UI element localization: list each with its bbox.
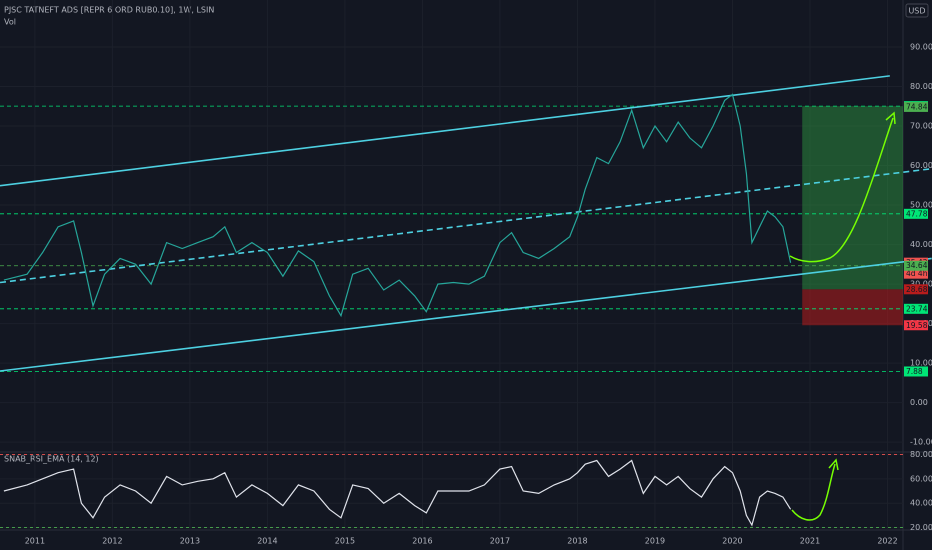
y-tick-label: 0.00 <box>910 398 928 407</box>
x-tick-label: 2014 <box>257 537 277 546</box>
currency-box[interactable] <box>905 3 929 18</box>
x-tick-label: 2019 <box>645 537 665 546</box>
y-tick-label: 70.00 <box>910 122 932 131</box>
level-label-bg <box>904 284 928 295</box>
y-tick-label: 80.00 <box>910 450 932 459</box>
x-tick-label: 2013 <box>180 537 200 546</box>
trend-line <box>0 75 890 187</box>
x-tick-label: 2012 <box>102 537 122 546</box>
x-tick-label: 2011 <box>25 537 45 546</box>
y-tick-label: 60.00 <box>910 474 932 483</box>
level-label: 74.84 <box>906 102 928 111</box>
countdown: 4d 4h <box>906 269 928 278</box>
x-tick-label: 2021 <box>800 537 820 546</box>
x-tick-label: 2018 <box>567 537 587 546</box>
loss-zone <box>802 289 903 326</box>
level-label-bg <box>904 320 928 331</box>
x-tick-label: 2015 <box>335 537 355 546</box>
volume-label: Vol <box>4 18 16 27</box>
x-tick-label: 2016 <box>412 537 432 546</box>
level-label-bg <box>904 101 928 112</box>
y-tick-label: 30.00 <box>910 280 932 289</box>
level-label: 28.68 <box>906 285 928 294</box>
y-tick-label: 40.00 <box>910 499 932 508</box>
x-tick-label: 2022 <box>877 537 897 546</box>
price-line <box>3 93 792 318</box>
arrow-head <box>885 111 896 125</box>
arrow-head <box>828 458 839 471</box>
indicator-title: SNAB_RSI_EMA (14, 12) <box>4 455 99 464</box>
level-label: 23.74 <box>906 304 928 313</box>
x-tick-label: 2017 <box>490 537 510 546</box>
trend-line <box>0 257 932 372</box>
level-label: 34.64 <box>906 261 928 270</box>
level-label-bg <box>904 260 928 271</box>
level-label-bg <box>904 366 928 377</box>
y-tick-label: 60.00 <box>910 161 932 170</box>
y-tick-label: 20.00 <box>910 523 932 532</box>
x-tick-label: 2020 <box>722 537 742 546</box>
rsi-projection-arrow <box>791 463 836 521</box>
y-tick-label: 10.00 <box>910 359 932 368</box>
y-tick-label: -10.00 <box>910 438 932 447</box>
level-label: 47.78 <box>906 209 928 218</box>
level-label: 19.58 <box>906 321 928 330</box>
price-line <box>3 459 792 527</box>
level-label: 7.88 <box>906 367 923 376</box>
trend-line <box>0 167 932 284</box>
level-label-bg <box>904 303 928 314</box>
level-label-bg <box>904 208 928 219</box>
countdown-bg <box>904 268 928 279</box>
y-tick-label: 80.00 <box>910 82 932 91</box>
y-tick-label: 40.00 <box>910 240 932 249</box>
y-tick-label: 50.00 <box>910 201 932 210</box>
projection-arrow <box>789 117 894 263</box>
y-tick-label: 90.00 <box>910 43 932 52</box>
symbol-title: PJSC TATNEFT ADS [REPR 6 ORD RUB0.10], 1… <box>4 6 214 15</box>
currency[interactable]: USD <box>908 7 925 16</box>
